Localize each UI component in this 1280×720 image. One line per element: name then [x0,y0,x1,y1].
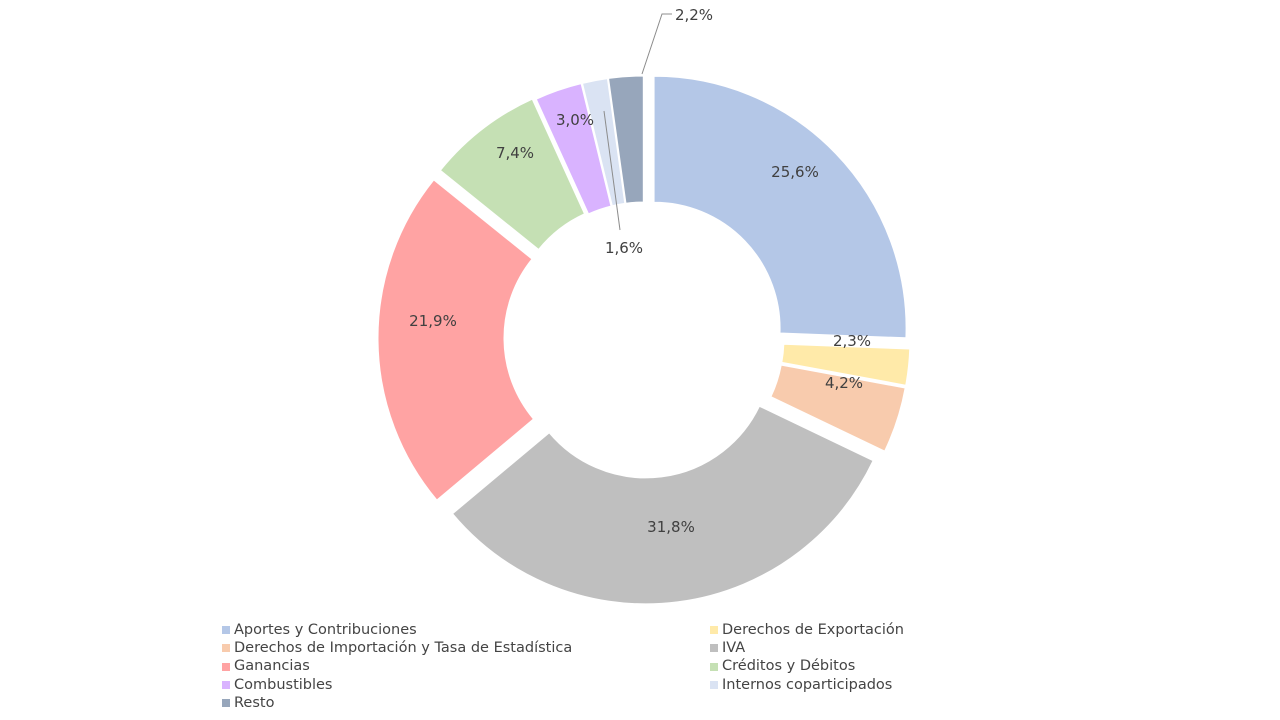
legend-swatch [710,680,718,689]
legend-swatch [710,662,718,671]
legend-item-resto: Resto [222,694,710,712]
slice-iva [451,405,874,605]
legend-item-derechos-de-exportacion: Derechos de Exportación [710,621,942,639]
legend-label: Ganancias [234,658,310,675]
legend-item-aportes-y-contribuciones: Aportes y Contribuciones [222,621,710,639]
legend-swatch [222,626,230,635]
legend-item-ganancias: Ganancias [222,657,710,675]
data-label-combustibles: 3,0% [556,111,594,129]
data-label-iva: 31,8% [647,518,695,536]
legend-swatch [222,680,230,689]
slice-resto [608,75,644,204]
legend-swatch [222,662,230,671]
data-label-ganancias: 21,9% [409,312,457,330]
legend-label: IVA [722,640,746,657]
data-label-derechos-de-exportacion: 2,3% [833,332,871,350]
legend-label: Resto [234,694,275,711]
slice-ganancias [377,179,535,501]
legend-swatch [222,698,230,707]
legend-swatch [710,626,718,635]
data-label-resto: 2,2% [675,6,713,24]
legend-swatch [222,644,230,653]
legend-label: Derechos de Importación y Tasa de Estadí… [234,640,573,657]
data-label-internos-coparticipados: 1,6% [605,239,643,257]
legend-label: Combustibles [234,676,333,693]
legend-item-internos-coparticipados: Internos coparticipados [710,676,942,694]
slice-aportes-y-contribuciones [653,75,907,339]
legend-item-combustibles: Combustibles [222,676,710,694]
slice-creditos-y-debitos [439,98,586,251]
legend-item-iva: IVA [710,639,942,657]
slice-internos-coparticipados [581,78,626,207]
legend-label: Créditos y Débitos [722,658,856,675]
legend-label: Derechos de Exportación [722,622,904,638]
legend-label: Aportes y Contribuciones [234,622,417,638]
legend-item-creditos-y-debitos: Créditos y Débitos [710,657,942,675]
leader-line-resto [641,13,672,75]
slice-derechos-de-exportacion [781,343,911,386]
data-label-aportes-y-contribuciones: 25,6% [771,163,819,181]
legend-swatch [710,644,718,653]
leader-line-internos-coparticipados [603,110,621,231]
chart-legend: Aportes y Contribuciones Derechos de Expo… [222,621,942,712]
slice-derechos-de-importacion-y-tasa-de-estadistica [770,364,906,452]
legend-item-derechos-de-importacion-y-tasa-de-estadistica: Derechos de Importación y Tasa de Estadí… [222,639,710,657]
slice-combustibles [535,83,612,215]
data-label-creditos-y-debitos: 7,4% [496,144,534,162]
legend-label: Internos coparticipados [722,676,893,693]
data-label-derechos-de-importacion-y-tasa-de-estadistica: 4,2% [825,374,863,392]
